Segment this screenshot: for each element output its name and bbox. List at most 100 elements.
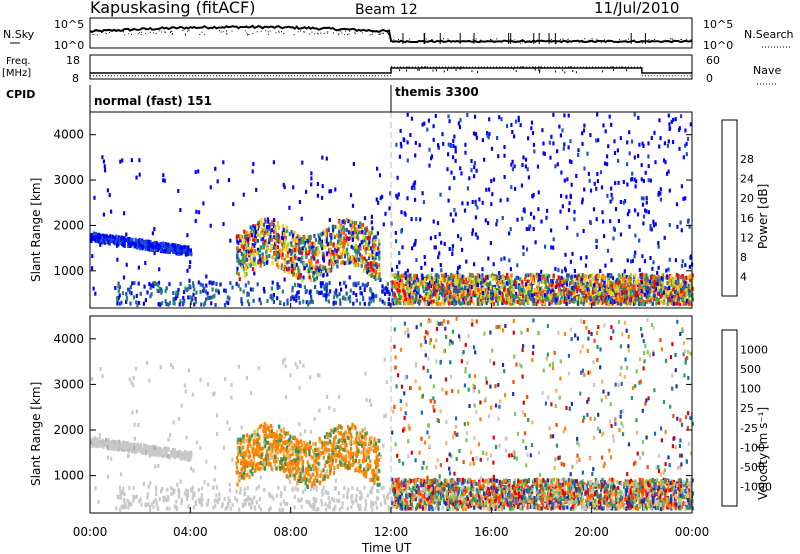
power-cell xyxy=(554,266,557,271)
power-cell xyxy=(360,225,363,230)
power-cell xyxy=(649,256,652,260)
power-cell xyxy=(375,294,378,299)
noise-search-point xyxy=(123,31,124,33)
power-cell xyxy=(535,288,538,293)
power-cell xyxy=(344,296,347,301)
power-cell xyxy=(447,285,450,290)
power-cell xyxy=(212,280,215,285)
power-cell xyxy=(452,143,455,148)
power-cell xyxy=(557,275,560,280)
power-cell xyxy=(185,287,188,292)
power-cell xyxy=(521,216,524,221)
power-cell xyxy=(296,272,299,277)
power-cell xyxy=(388,206,391,211)
power-cell xyxy=(300,240,303,245)
power-cell xyxy=(604,276,607,280)
power-cell xyxy=(486,131,489,136)
power-cell xyxy=(352,162,355,166)
noise-right-tick-bottom: 10^0 xyxy=(703,39,733,52)
power-cell xyxy=(158,302,161,307)
power-cell xyxy=(506,197,509,202)
power-cell xyxy=(569,139,572,144)
power-cell xyxy=(585,255,588,260)
power-cell xyxy=(613,151,617,155)
power-cell xyxy=(210,301,213,306)
power-cell xyxy=(144,245,147,250)
power-cell xyxy=(365,258,368,263)
power-cell xyxy=(652,285,655,289)
power-cell xyxy=(210,295,213,300)
power-cell xyxy=(146,245,149,250)
power-cell xyxy=(368,301,371,306)
noise-search-point xyxy=(303,31,305,33)
power-cell xyxy=(680,114,683,119)
noise-search-point xyxy=(468,39,470,41)
power-cell xyxy=(570,160,573,164)
power-cell xyxy=(460,283,463,288)
power-cell xyxy=(641,254,644,259)
power-cell xyxy=(276,296,279,301)
power-cell xyxy=(521,280,524,285)
noise-search-point xyxy=(686,38,688,40)
power-cell xyxy=(235,234,239,239)
power-cell xyxy=(628,290,631,295)
power-cell xyxy=(561,204,564,209)
power-cell xyxy=(673,290,677,294)
power-cell xyxy=(338,298,342,303)
power-cell xyxy=(472,131,476,136)
power-cell xyxy=(482,298,485,303)
power-cell xyxy=(473,302,476,307)
power-cell xyxy=(190,252,193,257)
power-cell xyxy=(183,298,186,303)
power-cell xyxy=(217,290,220,295)
power-cell xyxy=(513,134,516,139)
power-cell xyxy=(559,282,562,287)
power-cell xyxy=(626,212,629,217)
power-cell xyxy=(634,250,637,255)
power-cell xyxy=(635,296,638,301)
power-cell xyxy=(667,139,670,144)
power-cell xyxy=(579,256,583,261)
power-cell xyxy=(188,284,191,288)
power-cell xyxy=(104,168,107,173)
power-cell xyxy=(607,144,610,149)
power-cell xyxy=(288,266,291,271)
power-cell xyxy=(270,244,273,249)
power-cell xyxy=(471,200,474,204)
power-cell xyxy=(249,249,253,254)
power-cell xyxy=(157,289,160,294)
power-cell xyxy=(474,286,477,291)
power-cell xyxy=(157,243,160,248)
power-cell xyxy=(357,262,360,267)
power-cell xyxy=(343,254,347,259)
power-cell xyxy=(586,292,589,297)
noise-search-point xyxy=(185,34,186,36)
power-cell xyxy=(399,294,402,299)
power-cell xyxy=(251,227,254,232)
power-cell xyxy=(417,299,420,304)
power-cell xyxy=(305,263,308,268)
power-cell xyxy=(302,239,305,244)
power-cell xyxy=(325,290,328,294)
power-cell xyxy=(151,242,154,247)
power-cell xyxy=(274,224,277,229)
power-cell xyxy=(368,240,371,245)
power-cell xyxy=(593,181,596,186)
power-cell xyxy=(447,299,450,304)
power-cell xyxy=(619,200,622,204)
power-cell xyxy=(649,178,652,183)
power-cell xyxy=(107,239,110,244)
power-cell xyxy=(328,261,331,266)
power-cell xyxy=(556,162,559,167)
power-cell xyxy=(279,248,282,253)
power-cell xyxy=(114,286,117,290)
noise-search-point xyxy=(528,40,530,42)
power-cell xyxy=(310,265,313,270)
velocity-cell xyxy=(120,446,123,451)
noise-search-point xyxy=(267,31,269,33)
power-cell xyxy=(263,239,266,244)
power-cell xyxy=(531,280,535,284)
power-cell xyxy=(539,277,542,282)
power-cell xyxy=(458,287,461,292)
power-cell xyxy=(595,238,598,243)
